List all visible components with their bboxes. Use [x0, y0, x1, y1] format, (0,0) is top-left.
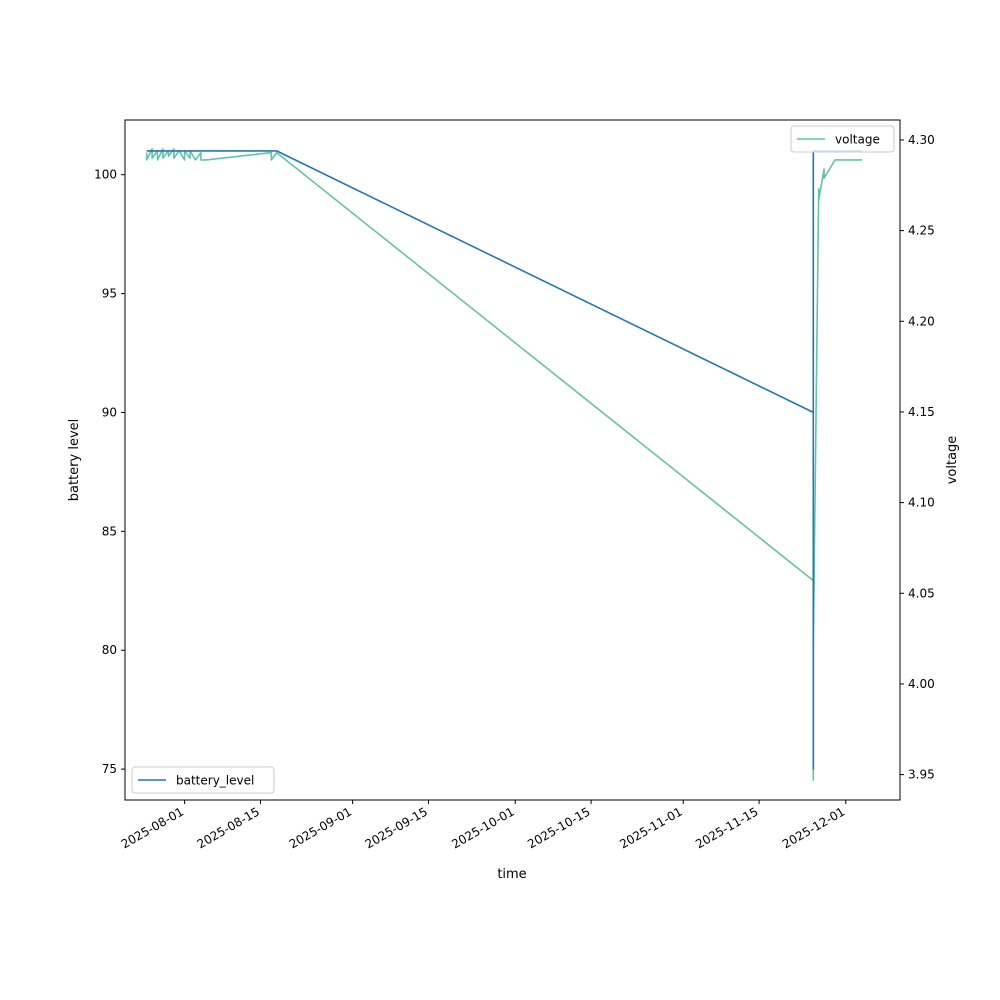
legend-box [790, 125, 895, 153]
y2-tick-label: 4.30 [908, 133, 935, 147]
y-tick-label: 75 [102, 762, 117, 776]
y-tick-label: 100 [94, 168, 117, 182]
legend-label: voltage [835, 133, 880, 147]
y-tick-label: 80 [102, 643, 117, 657]
legend-layer: battery_level voltage [131, 125, 895, 794]
legend-box [131, 766, 275, 794]
legend-label: battery_level [176, 774, 254, 788]
y-axis-label: battery level [67, 419, 82, 502]
y-tick-label: 95 [102, 287, 117, 301]
y2-axis-label: voltage [945, 436, 960, 485]
y-tick-label: 85 [102, 524, 117, 538]
y2-tick-label: 4.20 [908, 314, 935, 328]
x-axis-label: time [497, 867, 526, 882]
y2-tick-label: 4.00 [908, 677, 935, 691]
y2-tick-label: 4.10 [908, 496, 935, 510]
y-tick-label: 90 [102, 405, 117, 419]
y2-tick-label: 4.15 [908, 405, 935, 419]
plot-frame [124, 119, 901, 801]
y2-tick-label: 3.95 [908, 768, 935, 782]
y2-tick-label: 4.25 [908, 224, 935, 238]
y2-tick-label: 4.05 [908, 586, 935, 600]
